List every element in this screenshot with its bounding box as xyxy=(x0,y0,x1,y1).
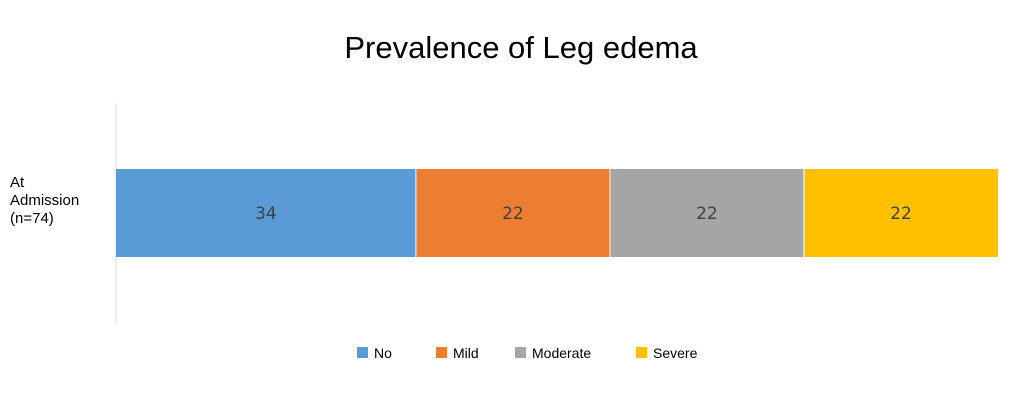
legend-item-no: No xyxy=(357,345,392,361)
data-label-moderate: 22 xyxy=(696,204,718,224)
legend: No Mild Moderate Severe xyxy=(357,345,698,361)
legend-label: No xyxy=(374,345,392,361)
data-label-severe: 22 xyxy=(890,204,912,224)
stacked-bar xyxy=(116,169,998,257)
legend-swatch xyxy=(515,347,526,358)
legend-swatch xyxy=(636,347,647,358)
legend-swatch xyxy=(357,347,368,358)
bar-segment-moderate xyxy=(609,169,804,257)
bar-segment-no xyxy=(116,169,416,257)
category-label: At xyxy=(10,174,25,191)
bar-segment-mild xyxy=(415,169,610,257)
data-label-no: 34 xyxy=(255,204,277,224)
legend-item-moderate: Moderate xyxy=(515,345,591,361)
legend-label: Moderate xyxy=(532,345,591,361)
category-label: (n=74) xyxy=(10,210,54,227)
legend-label: Mild xyxy=(453,345,479,361)
category-label: Admission xyxy=(10,192,79,209)
chart-title: Prevalence of Leg edema xyxy=(344,30,698,65)
bar-segment-severe xyxy=(803,169,998,257)
data-label-mild: 22 xyxy=(502,204,524,224)
legend-item-severe: Severe xyxy=(636,345,698,361)
legend-label: Severe xyxy=(653,345,698,361)
data-labels: 34 22 22 22 xyxy=(255,204,912,224)
legend-item-mild: Mild xyxy=(436,345,479,361)
legend-swatch xyxy=(436,347,447,358)
